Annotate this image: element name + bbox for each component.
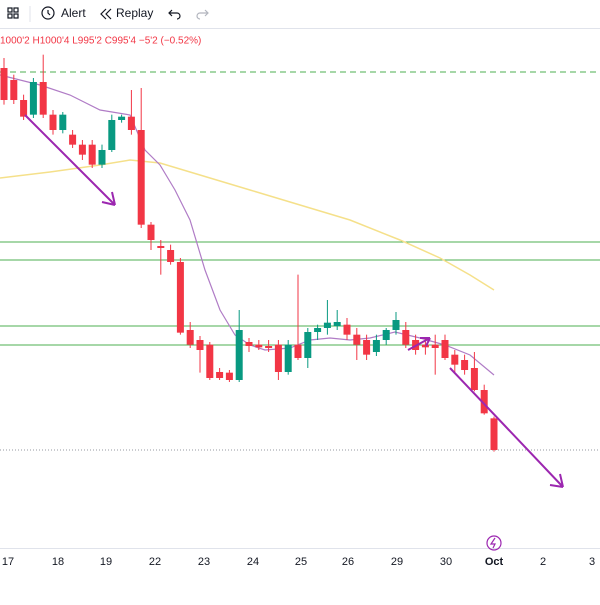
trend-arrows bbox=[24, 114, 564, 488]
candle-body bbox=[274, 344, 282, 372]
candle-body bbox=[10, 80, 18, 100]
candle-body bbox=[157, 246, 165, 248]
alert-button[interactable]: Alert bbox=[41, 6, 86, 20]
candle-body bbox=[265, 346, 273, 348]
candle-body bbox=[59, 114, 67, 130]
candle-body bbox=[216, 372, 224, 378]
event-bolt bbox=[489, 537, 496, 549]
candle-body bbox=[451, 354, 459, 365]
candle-body bbox=[167, 250, 175, 262]
x-tick-label: 29 bbox=[391, 556, 403, 568]
ohlc-legend: 1000'2 H1000'4 L995'2 C995'4 −5'2 (−0.52… bbox=[0, 36, 201, 47]
candle-body bbox=[29, 82, 37, 115]
candle-body bbox=[186, 330, 194, 345]
candle-body bbox=[461, 360, 469, 370]
x-tick-label: 22 bbox=[149, 556, 161, 568]
x-tick-label: 25 bbox=[295, 556, 307, 568]
candle-body bbox=[353, 334, 361, 345]
replay-button[interactable]: Replay bbox=[100, 6, 153, 20]
candle-body bbox=[147, 224, 155, 240]
toolbar bbox=[0, 0, 600, 28]
x-tick-label: 23 bbox=[198, 556, 210, 568]
candle-body bbox=[20, 100, 28, 117]
candle-body bbox=[314, 328, 322, 332]
candle-body bbox=[421, 344, 429, 348]
candle-body bbox=[206, 344, 214, 378]
candle-body bbox=[323, 322, 331, 328]
candle-body bbox=[402, 330, 410, 345]
candle-body bbox=[382, 330, 390, 340]
x-tick-label: 2 bbox=[540, 556, 546, 568]
candle-body bbox=[108, 120, 116, 150]
candle-body bbox=[69, 134, 77, 145]
candles bbox=[0, 54, 498, 452]
x-tick-label: 3 bbox=[589, 556, 595, 568]
x-tick-label: 30 bbox=[440, 556, 452, 568]
candle-body bbox=[39, 82, 47, 115]
candle-body bbox=[333, 322, 341, 326]
x-axis: 17 18 19 22 23 24 25 26 29 30 Oct 2 3 bbox=[2, 556, 595, 568]
slow-ma bbox=[0, 159, 495, 291]
candle-body bbox=[127, 116, 135, 130]
x-tick-label: 26 bbox=[342, 556, 354, 568]
redo-button[interactable] bbox=[196, 9, 209, 20]
candle-body bbox=[304, 332, 312, 358]
candle-body bbox=[225, 372, 233, 380]
x-tick-label: Oct bbox=[485, 556, 504, 568]
candle-body bbox=[78, 144, 86, 155]
candle-body bbox=[176, 262, 184, 333]
replay-label: Replay bbox=[116, 6, 153, 20]
candle-body bbox=[372, 340, 380, 352]
candle-body bbox=[431, 344, 439, 348]
candle-body bbox=[441, 340, 449, 358]
candle-body bbox=[235, 330, 243, 380]
candle-body bbox=[118, 116, 126, 120]
candle-body bbox=[470, 368, 478, 390]
candle-body bbox=[255, 344, 263, 348]
candle-body bbox=[343, 324, 351, 335]
alert-label: Alert bbox=[61, 6, 86, 20]
layout-icon[interactable] bbox=[7, 7, 19, 19]
candle-body bbox=[0, 68, 8, 100]
x-tick-label: 24 bbox=[247, 556, 259, 568]
fast-ma bbox=[0, 74, 495, 376]
x-tick-label: 19 bbox=[100, 556, 112, 568]
candle-body bbox=[480, 390, 488, 414]
candle-body bbox=[98, 150, 106, 165]
x-tick-label: 17 bbox=[2, 556, 14, 568]
candle-body bbox=[363, 340, 371, 355]
candle-body bbox=[137, 130, 145, 225]
x-tick-label: 18 bbox=[52, 556, 64, 568]
candle-body bbox=[392, 320, 400, 330]
candle-body bbox=[284, 344, 292, 372]
candle-body bbox=[490, 418, 498, 450]
undo-button[interactable] bbox=[168, 9, 181, 20]
candle-body bbox=[196, 340, 204, 350]
candle-body bbox=[245, 342, 253, 346]
candle-body bbox=[88, 144, 96, 165]
candle-body bbox=[294, 344, 302, 358]
event-icon[interactable] bbox=[486, 535, 502, 551]
candle-body bbox=[49, 114, 57, 130]
